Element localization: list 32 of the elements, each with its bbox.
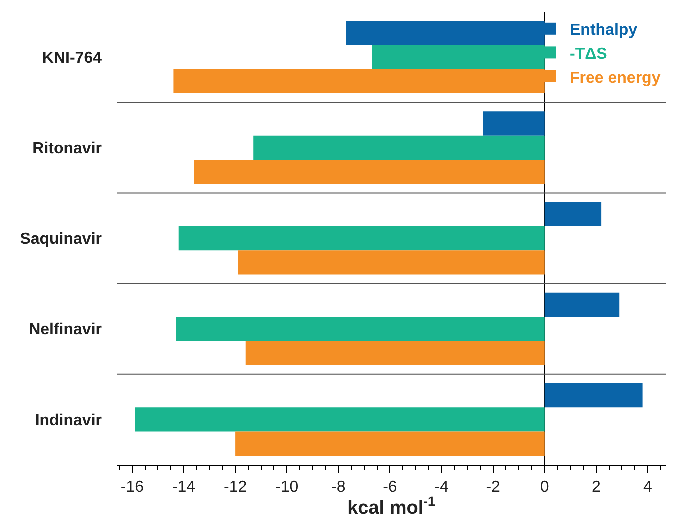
x-tick-label: -10 <box>276 479 299 496</box>
x-tick-label: -12 <box>224 479 248 496</box>
bar <box>246 341 545 366</box>
bar <box>135 408 545 432</box>
bar <box>178 226 545 251</box>
y-tick-label: Saquinavir <box>20 231 102 248</box>
y-tick-label: Indinavir <box>35 412 102 430</box>
legend-label: -TΔS <box>570 46 608 63</box>
bar <box>544 202 602 226</box>
bar <box>176 317 545 342</box>
x-tick-label: -6 <box>383 479 398 496</box>
bar <box>236 432 545 456</box>
legend-label: Enthalpy <box>570 22 638 40</box>
x-tick-label: -16 <box>120 479 144 496</box>
legend-label: Free energy <box>570 70 661 87</box>
y-tick-label: Nelfinavir <box>29 322 102 339</box>
x-tick-label: 2 <box>592 479 601 496</box>
x-tick-label: -14 <box>172 479 196 496</box>
bar <box>238 250 545 275</box>
x-tick-label: 0 <box>540 479 550 496</box>
x-tick-label: -4 <box>434 479 449 496</box>
bar <box>483 112 545 136</box>
bar <box>254 136 545 160</box>
bar <box>194 160 545 184</box>
bar <box>544 383 643 408</box>
y-tick-label: KNI-764 <box>42 50 102 67</box>
x-tick-label: 4 <box>644 479 653 496</box>
x-tick-label: -2 <box>486 479 501 496</box>
x-axis-title: kcal mol$^{-1}$ <box>348 494 436 519</box>
x-tick-label: -8 <box>332 479 346 496</box>
bar <box>544 292 620 318</box>
y-tick-label: Ritonavir <box>32 140 102 158</box>
